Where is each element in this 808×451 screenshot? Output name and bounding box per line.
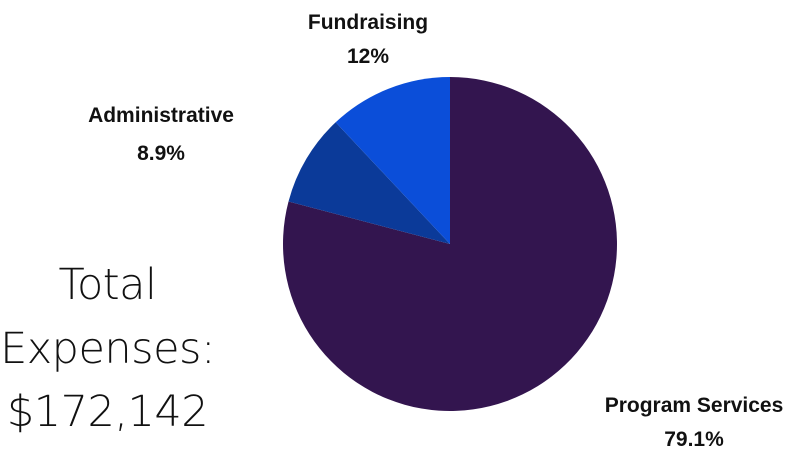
slice-percent-program-services: 79.1% <box>664 428 724 451</box>
slice-label-administrative: Administrative <box>88 104 234 127</box>
pie-labels: Program Services 79.1% Administrative 8.9% F… <box>88 11 783 451</box>
expenses-label: Expenses: <box>0 324 215 374</box>
total-expenses-value: $172,142 <box>6 387 209 437</box>
pie-slice-program-services <box>282 77 617 412</box>
slice-label-program-services: Program Services <box>605 394 784 417</box>
total-label: Total <box>58 260 157 310</box>
slice-percent-fundraising: 12% <box>347 45 389 68</box>
pie-slices <box>282 77 617 412</box>
slice-label-fundraising: Fundraising <box>308 11 428 34</box>
pie-slice-fundraising <box>335 77 450 244</box>
slice-percent-administrative: 8.9% <box>137 142 185 165</box>
pie-slice-administrative <box>288 122 450 244</box>
